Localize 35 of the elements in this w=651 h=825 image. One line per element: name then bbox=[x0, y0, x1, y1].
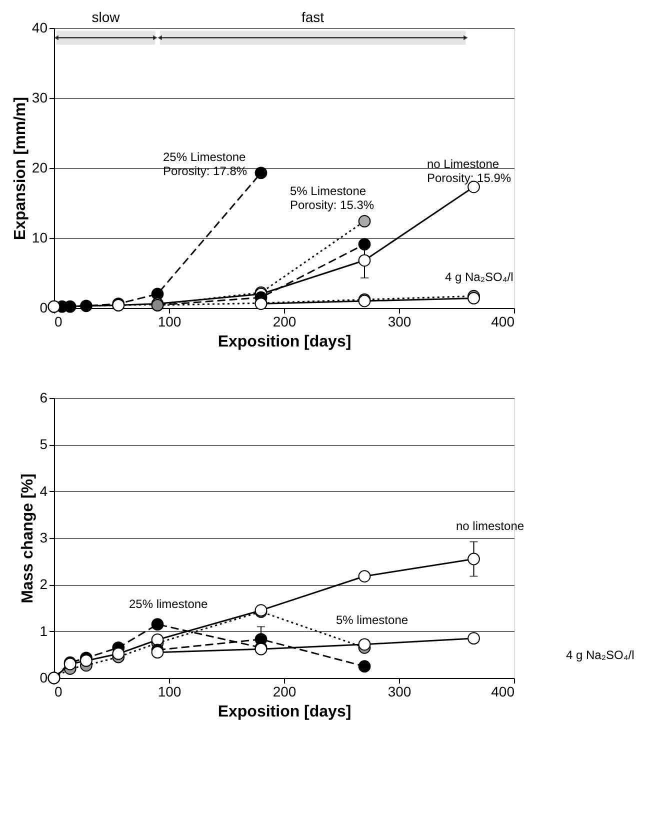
y-tick-label: 0 bbox=[40, 670, 48, 686]
y-tick-label: 1 bbox=[40, 622, 48, 639]
x-tick-label: 100 bbox=[158, 684, 182, 700]
x-tick-label: 0 bbox=[54, 684, 62, 700]
y-tick-label: 20 bbox=[32, 160, 48, 176]
y-axis-title: Expansion [mm/m] bbox=[12, 96, 29, 240]
y-tick-label: 0 bbox=[40, 300, 48, 316]
x-axis-title: Exposition [days] bbox=[218, 704, 352, 720]
y-tick-label: 4 bbox=[40, 482, 48, 499]
band-label: fast bbox=[301, 9, 324, 25]
y-tick-label: 5 bbox=[40, 436, 48, 452]
annotation: 5% limestone bbox=[336, 613, 408, 627]
x-tick-label: 300 bbox=[388, 684, 412, 700]
annotation: no Limestone Porosity: 15.9% bbox=[427, 157, 512, 185]
annotation: no limestone bbox=[456, 519, 524, 533]
x-tick-label: 200 bbox=[272, 684, 296, 700]
x-tick-label: 100 bbox=[158, 314, 182, 330]
y-tick-label: 3 bbox=[40, 530, 48, 546]
y-tick-label: 2 bbox=[40, 576, 48, 592]
x-axis-title: Exposition [days] bbox=[218, 334, 352, 350]
x-tick-label: 0 bbox=[54, 314, 62, 330]
y-tick-label: 30 bbox=[32, 90, 48, 106]
text: 4 g Na₂SO₄/l bbox=[566, 648, 634, 662]
y-axis-title: Mass change [%] bbox=[20, 474, 37, 604]
annotation: 4 g Na₂SO₄/l bbox=[445, 270, 514, 284]
y-tick-label: 40 bbox=[32, 20, 48, 36]
x-tick-label: 400 bbox=[491, 314, 515, 330]
annotation: 25% limestone bbox=[129, 597, 208, 611]
band-label: slow bbox=[92, 9, 121, 25]
x-tick-label: 400 bbox=[491, 684, 515, 700]
x-tick-label: 200 bbox=[272, 314, 296, 330]
x-tick-label: 300 bbox=[388, 314, 412, 330]
y-tick-label: 6 bbox=[40, 390, 48, 406]
annotation: 5% Limestone Porosity: 15.3% bbox=[290, 184, 374, 212]
y-tick-label: 10 bbox=[32, 230, 48, 246]
